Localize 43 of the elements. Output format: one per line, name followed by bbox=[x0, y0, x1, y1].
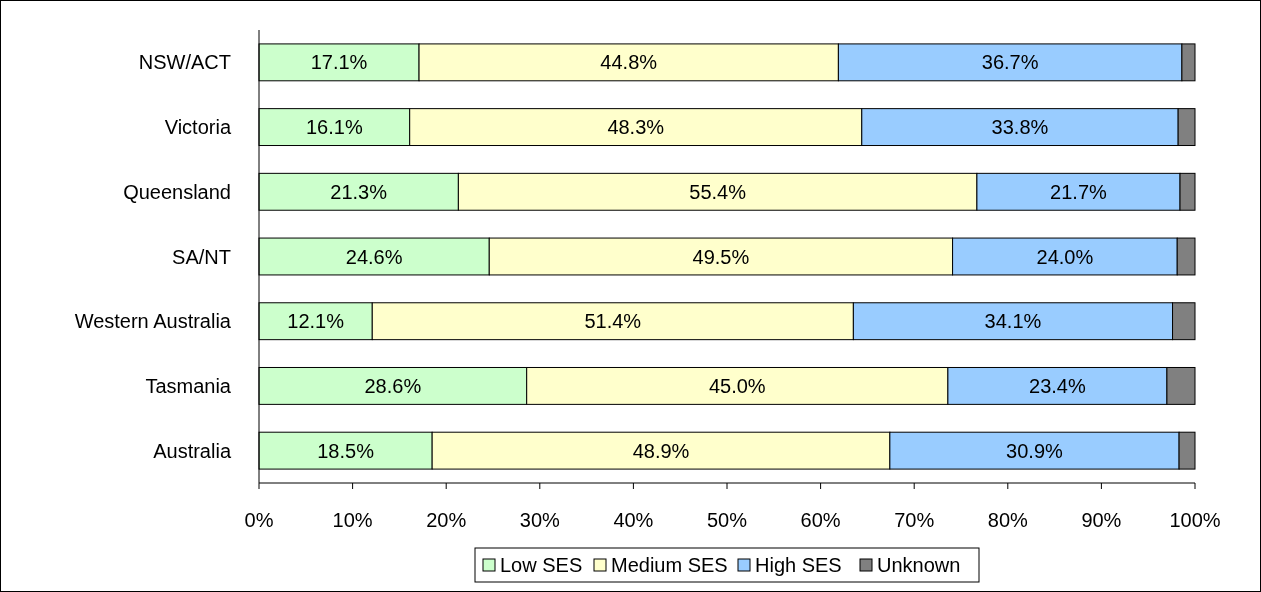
y-tick-label: Tasmania bbox=[145, 374, 232, 397]
legend-label: Unknown bbox=[877, 554, 961, 576]
data-label: 36.7% bbox=[981, 51, 1039, 74]
y-tick-label: Victoria bbox=[164, 116, 232, 139]
y-tick-label: Western Australia bbox=[74, 310, 232, 333]
data-label: 51.4% bbox=[584, 310, 642, 333]
data-label: 24.6% bbox=[345, 245, 403, 268]
legend-label: Low SES bbox=[500, 554, 583, 576]
x-tick-label: 10% bbox=[332, 509, 373, 531]
x-tick-label: 60% bbox=[800, 509, 841, 531]
data-label: 23.4% bbox=[1029, 374, 1086, 397]
y-tick-label: Australia bbox=[153, 439, 232, 462]
data-label: 33.8% bbox=[991, 116, 1049, 139]
data-label: 28.6% bbox=[364, 374, 422, 397]
data-label: 48.9% bbox=[632, 439, 690, 462]
data-label: 21.7% bbox=[1050, 180, 1108, 203]
data-label: 55.4% bbox=[689, 180, 747, 203]
legend-label: Medium SES bbox=[611, 554, 728, 576]
data-label: 34.1% bbox=[984, 310, 1042, 333]
y-tick-label: SA/NT bbox=[172, 245, 231, 268]
data-label: 16.1% bbox=[305, 116, 363, 139]
x-tick-label: 30% bbox=[519, 509, 561, 531]
x-tick-label: 70% bbox=[894, 509, 935, 531]
x-tick-label: 100% bbox=[1169, 509, 1221, 531]
data-label: 44.8% bbox=[600, 51, 658, 74]
data-label: 30.9% bbox=[1006, 439, 1064, 462]
x-tick-label: 20% bbox=[426, 509, 467, 531]
data-label: 45.0% bbox=[708, 374, 766, 397]
y-tick-label: Queensland bbox=[123, 180, 231, 203]
data-label: 21.3% bbox=[330, 180, 388, 203]
x-tick-label: 0% bbox=[244, 509, 274, 531]
x-tick-label: 80% bbox=[987, 509, 1029, 531]
data-label: 12.1% bbox=[287, 310, 345, 333]
data-label: 24.0% bbox=[1036, 245, 1094, 268]
x-tick-label: 40% bbox=[613, 509, 654, 531]
data-label: 48.3% bbox=[607, 116, 665, 139]
y-tick-label: NSW/ACT bbox=[138, 51, 231, 74]
legend-label: High SES bbox=[755, 554, 842, 576]
x-tick-label: 50% bbox=[706, 509, 748, 531]
data-label: 17.1% bbox=[310, 51, 368, 74]
x-tick-label: 90% bbox=[1081, 509, 1122, 531]
data-label: 49.5% bbox=[692, 245, 750, 268]
data-label: 18.5% bbox=[317, 439, 375, 462]
